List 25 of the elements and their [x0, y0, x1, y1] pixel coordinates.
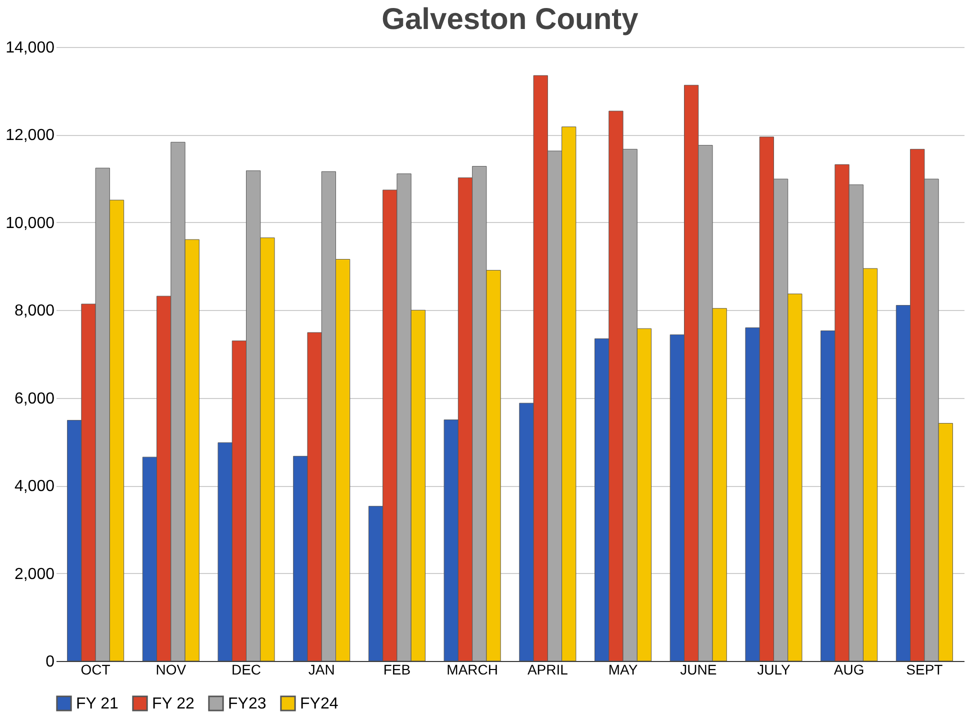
y-tick-label: 0	[46, 654, 55, 670]
x-tick-label: MAY	[608, 662, 638, 678]
x-tick-label: JAN	[308, 662, 335, 678]
x-tick-label: JUNE	[680, 662, 717, 678]
legend-label: FY 21	[76, 695, 118, 712]
x-tick-label: OCT	[80, 662, 111, 678]
x-tick-label: FEB	[383, 662, 411, 678]
legend-label: FY24	[300, 695, 338, 712]
y-tick-label: 14,000	[6, 40, 55, 56]
y-tick-label: 4,000	[14, 478, 55, 496]
y-tick-label: 2,000	[14, 566, 55, 583]
x-tick-label: DEC	[231, 662, 262, 678]
x-tick-label: JULY	[757, 662, 791, 678]
chart-title: Galveston County	[382, 3, 639, 36]
x-tick-label: APRIL	[527, 662, 568, 678]
x-tick-label: SEPT	[906, 662, 944, 678]
y-tick-label: 10,000	[6, 214, 55, 232]
legend-label: FY 22	[152, 695, 194, 712]
x-tick-label: MARCH	[446, 662, 498, 678]
legend-label: FY23	[228, 695, 266, 712]
y-tick-label: 12,000	[6, 127, 55, 144]
y-tick-label: 6,000	[14, 390, 55, 408]
y-tick-label: 8,000	[14, 302, 55, 320]
x-tick-label: NOV	[156, 662, 187, 678]
x-tick-label: AUG	[834, 662, 864, 678]
